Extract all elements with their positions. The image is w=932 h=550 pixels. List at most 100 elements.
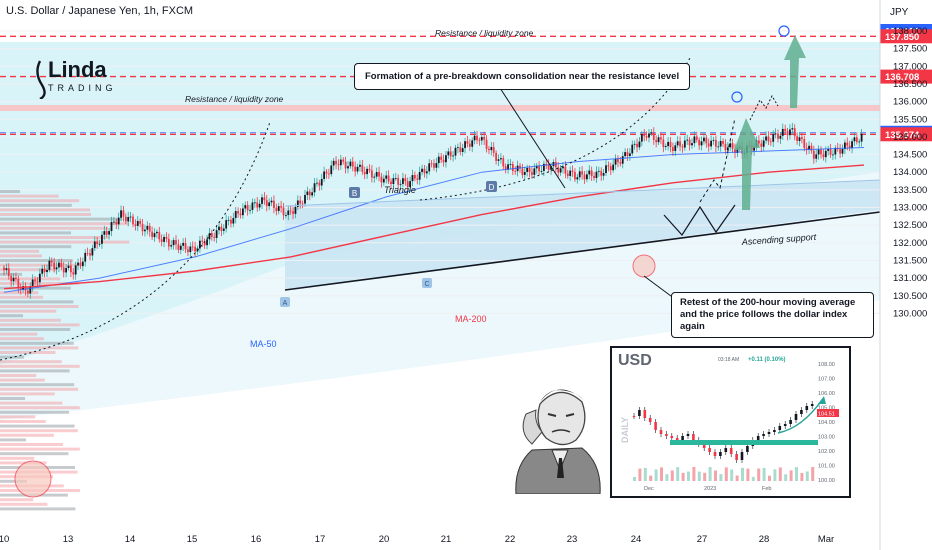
resistance-label-top: Resistance / liquidity zone bbox=[435, 28, 534, 38]
inset-candle-body bbox=[810, 404, 814, 406]
candle-body bbox=[165, 236, 168, 239]
inset-candle-body bbox=[632, 416, 636, 417]
candle-body bbox=[65, 268, 68, 273]
candle-body bbox=[824, 150, 827, 158]
candle-body bbox=[167, 238, 170, 247]
candle-body bbox=[282, 207, 285, 216]
y-tick-label: 131.000 bbox=[893, 273, 927, 284]
candle-body bbox=[492, 147, 495, 153]
volume-profile-bar bbox=[0, 254, 42, 258]
y-tick-label: 133.500 bbox=[893, 185, 927, 196]
candle-body bbox=[767, 136, 770, 142]
y-tick-label: 137.500 bbox=[893, 44, 927, 55]
candle-body bbox=[208, 233, 211, 240]
volume-profile-bar bbox=[0, 203, 72, 207]
volume-profile-bar bbox=[0, 507, 76, 511]
candle-body bbox=[148, 225, 151, 232]
inset-volume-bar bbox=[676, 467, 680, 481]
target-icon bbox=[731, 91, 743, 103]
candle-body bbox=[301, 203, 304, 205]
candle-body bbox=[562, 166, 564, 169]
candle-body bbox=[399, 183, 402, 185]
candle-body bbox=[519, 165, 521, 169]
candle-body bbox=[251, 202, 254, 210]
candle-body bbox=[581, 171, 584, 175]
inset-candle-body bbox=[713, 452, 717, 456]
y-tick-label: 134.500 bbox=[893, 150, 927, 161]
candle-body bbox=[593, 176, 595, 179]
candle-body bbox=[688, 139, 691, 146]
candle-body bbox=[144, 229, 146, 232]
inset-volume-bar bbox=[697, 471, 701, 481]
candle-body bbox=[784, 128, 787, 132]
volume-profile-bar bbox=[0, 268, 58, 272]
candle-body bbox=[793, 128, 796, 137]
candle-body bbox=[41, 268, 44, 274]
inset-candle-body bbox=[643, 410, 647, 418]
volume-profile-bar bbox=[0, 309, 57, 313]
inset-y-tick: 108.00 bbox=[818, 362, 835, 368]
volume-profile-bar bbox=[0, 286, 71, 290]
inset-volume-bar bbox=[757, 468, 761, 481]
candle-body bbox=[765, 136, 767, 141]
projection-zigzag bbox=[663, 204, 736, 236]
x-tick-label: 13 bbox=[63, 534, 74, 545]
volume-profile-bar bbox=[0, 305, 79, 308]
candle-body bbox=[103, 231, 106, 235]
candle-body bbox=[669, 141, 672, 148]
candle-body bbox=[258, 203, 261, 208]
candle-body bbox=[762, 140, 765, 147]
projection-dashed bbox=[699, 117, 736, 203]
candle-body bbox=[495, 152, 498, 161]
inset-candle-body bbox=[805, 406, 809, 410]
volume-profile-bar bbox=[0, 360, 62, 364]
candle-body bbox=[105, 231, 108, 235]
candle-body bbox=[703, 137, 705, 142]
candle-body bbox=[38, 273, 41, 283]
inset-volume-bar bbox=[692, 467, 696, 481]
inset-volume-bar bbox=[719, 474, 723, 481]
candle-body bbox=[77, 262, 79, 266]
inset-x-feb: Feb bbox=[762, 486, 771, 492]
candle-body bbox=[155, 231, 158, 234]
candle-body bbox=[120, 210, 122, 218]
candle-body bbox=[588, 170, 591, 175]
ma200-touch-circle bbox=[14, 460, 52, 498]
candle-body bbox=[55, 267, 58, 270]
inset-candle-body bbox=[767, 432, 771, 434]
candle-body bbox=[172, 240, 175, 246]
y-tick-label: 135.500 bbox=[893, 114, 927, 125]
candle-body bbox=[115, 221, 118, 225]
candle-body bbox=[526, 167, 529, 172]
ma200-label: MA-200 bbox=[455, 314, 487, 324]
candle-body bbox=[249, 209, 251, 211]
candle-body bbox=[712, 139, 715, 141]
candle-body bbox=[139, 220, 142, 224]
candle-body bbox=[855, 137, 858, 143]
candle-body bbox=[24, 286, 27, 291]
x-tick-label: 27 bbox=[697, 534, 708, 545]
candle-body bbox=[571, 170, 574, 173]
candle-body bbox=[387, 175, 390, 182]
inset-volume-bar bbox=[730, 469, 734, 481]
candle-body bbox=[693, 136, 696, 144]
candle-body bbox=[215, 230, 218, 238]
candle-body bbox=[86, 252, 89, 254]
candle-body bbox=[769, 141, 772, 143]
candle-body bbox=[719, 140, 722, 147]
candle-body bbox=[433, 163, 435, 168]
candle-body bbox=[781, 128, 784, 136]
candle-body bbox=[445, 155, 447, 163]
inset-candle-body bbox=[708, 448, 711, 452]
inset-candle-body bbox=[686, 434, 690, 436]
candle-body bbox=[547, 164, 550, 170]
y-tick-label: 132.000 bbox=[893, 238, 927, 249]
candle-body bbox=[753, 146, 756, 151]
candle-body bbox=[110, 222, 113, 232]
candle-body bbox=[366, 168, 369, 175]
candle-body bbox=[578, 171, 581, 178]
candle-body bbox=[230, 219, 232, 224]
volume-profile-bar bbox=[0, 213, 92, 216]
candle-body bbox=[237, 211, 240, 214]
